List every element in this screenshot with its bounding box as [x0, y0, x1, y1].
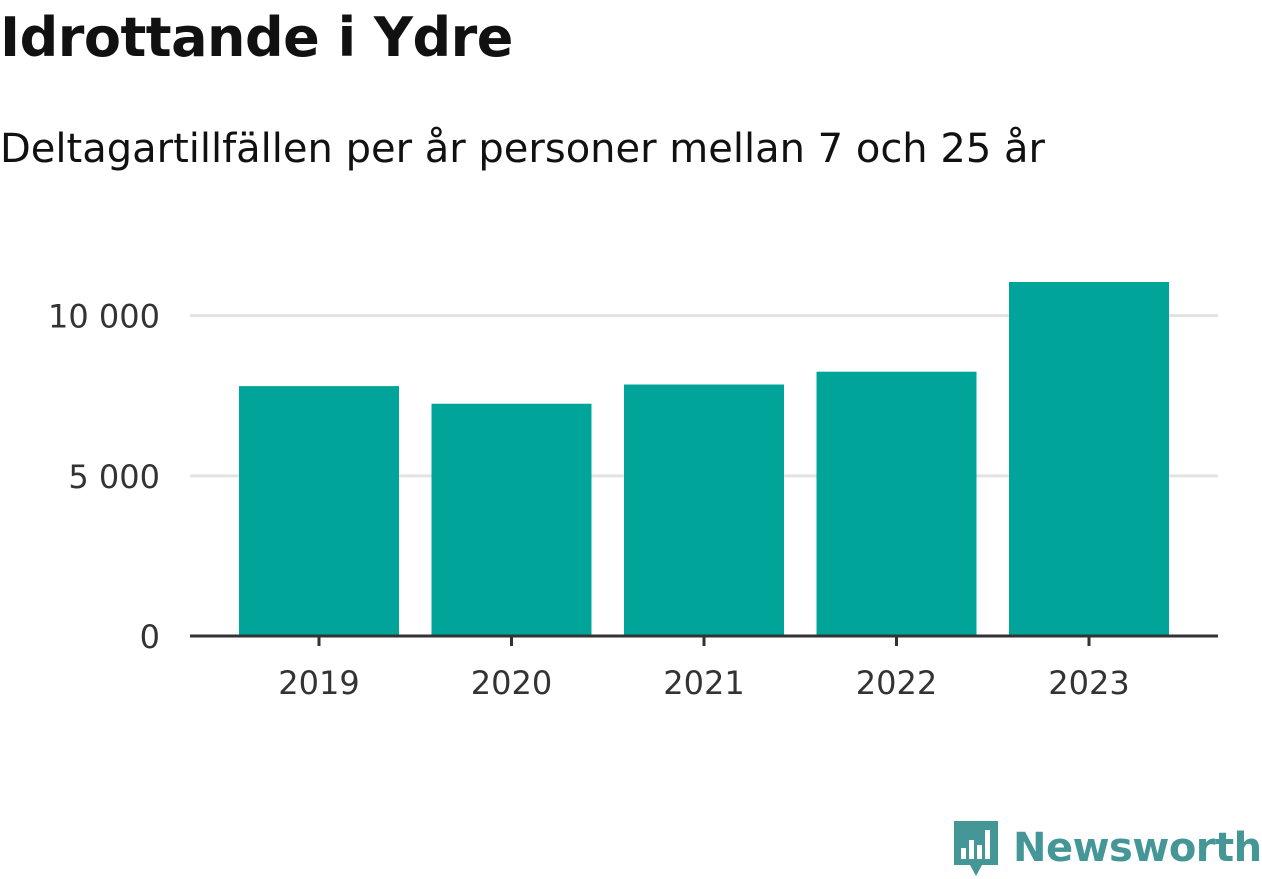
brand-name: Newsworthy [1013, 825, 1262, 871]
bar-2021 [624, 384, 784, 636]
y-tick-label: 0 [140, 618, 160, 656]
bar-2019 [239, 386, 399, 636]
bar-2023 [1009, 282, 1169, 636]
brand-logo: Newsworthy [951, 818, 1262, 878]
bar-2020 [431, 403, 592, 636]
newsworthy-logo-icon [954, 821, 998, 876]
bar-2022 [816, 371, 977, 636]
x-tick-label: 2020 [471, 664, 552, 702]
x-tick-label: 2021 [663, 664, 744, 702]
y-tick-label: 10 000 [48, 298, 160, 336]
y-tick-label: 5 000 [68, 458, 160, 496]
x-tick-label: 2022 [856, 664, 937, 702]
x-tick-label: 2023 [1048, 664, 1129, 702]
x-tick-label: 2019 [278, 664, 359, 702]
chart-title: Idrottande i Ydre [0, 6, 513, 69]
chart-subtitle: Deltagartillfällen per år personer mella… [0, 126, 1045, 172]
